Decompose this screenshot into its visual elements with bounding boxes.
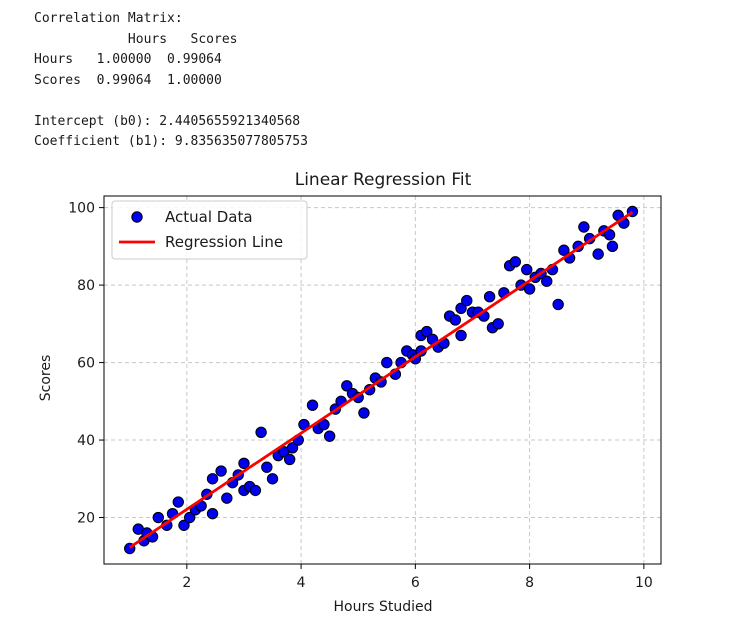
data-point bbox=[341, 380, 353, 392]
data-point bbox=[521, 263, 533, 276]
data-point bbox=[206, 507, 219, 520]
data-point bbox=[238, 457, 250, 469]
axes-frame bbox=[103, 195, 662, 565]
console-line-correlation-title: Correlation Matrix: bbox=[34, 11, 183, 26]
data-point bbox=[283, 453, 296, 466]
console-line-matrix-hours: Hours 1.00000 0.99064 bbox=[34, 52, 222, 67]
y-tick-label: 80 bbox=[77, 278, 95, 294]
data-point bbox=[221, 492, 233, 504]
data-point bbox=[261, 461, 273, 473]
data-point bbox=[552, 298, 564, 311]
data-point bbox=[206, 473, 219, 485]
data-point bbox=[249, 484, 262, 497]
y-tick-label: 40 bbox=[77, 433, 95, 449]
data-point bbox=[266, 473, 279, 485]
y-tick-label: 20 bbox=[77, 511, 95, 527]
y-tick-label: 60 bbox=[77, 356, 95, 372]
data-point bbox=[603, 229, 616, 241]
data-point bbox=[323, 430, 336, 442]
data-point bbox=[449, 314, 462, 326]
console-line-intercept: Intercept (b0): 2.4405655921340568 bbox=[34, 113, 301, 129]
data-point bbox=[183, 511, 196, 524]
data-point bbox=[578, 221, 590, 233]
data-point bbox=[523, 283, 536, 295]
plot-area bbox=[124, 205, 639, 555]
data-point bbox=[421, 325, 433, 338]
data-point bbox=[455, 329, 467, 342]
console-output: Correlation Matrix: Hours Scores Hours 1.… bbox=[34, 9, 308, 153]
data-point bbox=[461, 294, 473, 307]
data-point bbox=[172, 496, 184, 508]
data-point bbox=[152, 511, 164, 524]
x-tick-label: 6 bbox=[411, 575, 420, 591]
console-line-matrix-header: Hours Scores bbox=[34, 31, 238, 47]
data-point bbox=[358, 407, 370, 419]
legend-label-actual-data: Actual Data bbox=[165, 208, 253, 226]
data-point bbox=[592, 248, 604, 260]
y-axis-label: Scores bbox=[38, 355, 54, 402]
data-point bbox=[558, 244, 570, 256]
data-point bbox=[509, 256, 522, 268]
data-point bbox=[606, 240, 619, 253]
x-tick-label: 10 bbox=[635, 575, 653, 591]
axis-ticks: 2 4 6 8 10 20 40 60 80 100 bbox=[68, 201, 653, 591]
y-tick-label: 100 bbox=[68, 201, 95, 217]
data-point bbox=[455, 302, 467, 315]
data-point bbox=[178, 519, 190, 531]
console-line-coefficient: Coefficient (b1): 9.835635077805753 bbox=[34, 134, 308, 149]
chart-title: Linear Regression Fit bbox=[295, 170, 472, 190]
data-point bbox=[215, 465, 227, 477]
data-point bbox=[306, 399, 319, 411]
legend-box bbox=[111, 200, 308, 260]
x-tick-label: 8 bbox=[525, 575, 534, 591]
regression-line bbox=[128, 210, 634, 549]
data-point bbox=[541, 275, 553, 287]
x-axis-label: Hours Studied bbox=[334, 599, 433, 615]
legend-marker-actual-data bbox=[131, 211, 143, 223]
x-tick-label: 4 bbox=[297, 575, 306, 591]
x-tick-label: 2 bbox=[182, 575, 191, 591]
legend: Actual Data Regression Line bbox=[111, 200, 308, 260]
data-point bbox=[381, 356, 393, 369]
data-point bbox=[286, 442, 299, 454]
legend-label-regression-line: Regression Line bbox=[165, 233, 283, 251]
data-point bbox=[255, 426, 267, 438]
grid-lines bbox=[104, 196, 661, 564]
data-point bbox=[492, 318, 504, 330]
console-line-matrix-scores: Scores 0.99064 1.00000 bbox=[34, 72, 222, 88]
data-point bbox=[483, 291, 496, 303]
